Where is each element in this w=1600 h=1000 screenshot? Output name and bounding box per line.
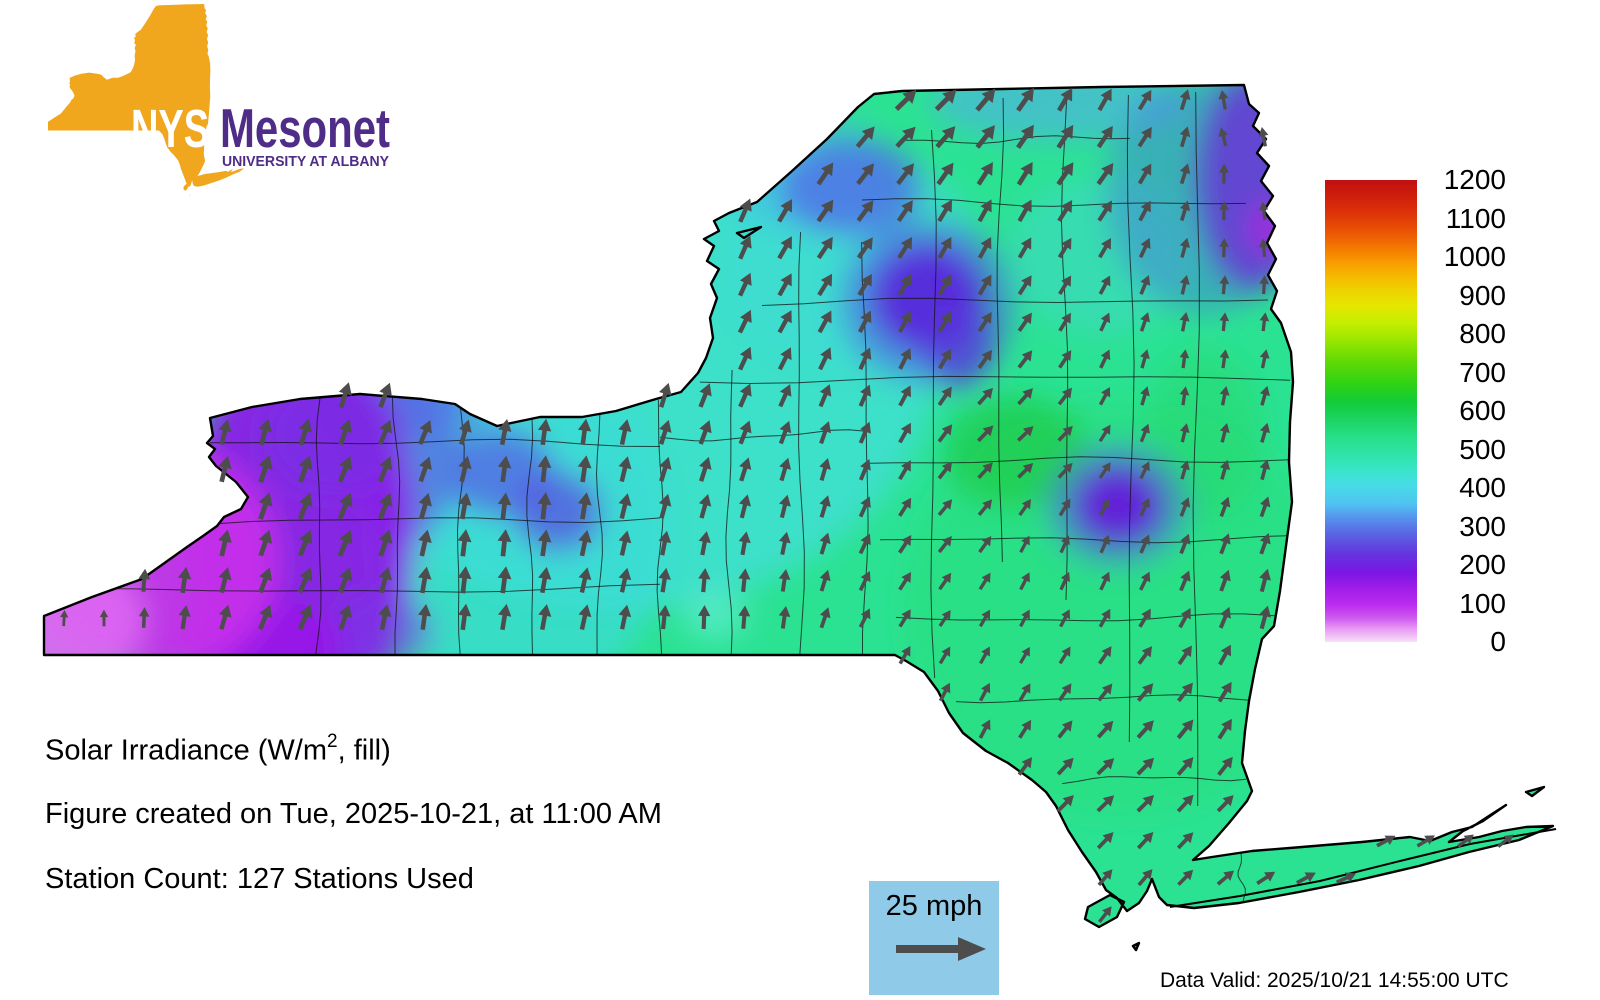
logo-state-shape bbox=[48, 4, 245, 196]
created-caption: Figure created on Tue, 2025-10-21, at 11… bbox=[45, 798, 662, 830]
wind-scale-arrow-icon bbox=[896, 937, 986, 961]
nysm-logo: NYS Mesonet UNIVERSITY AT ALBANY bbox=[48, 4, 390, 196]
colorbar-tick-label: 200 bbox=[1459, 549, 1506, 580]
colorbar-tick-label: 700 bbox=[1459, 356, 1506, 388]
logo-university-text: UNIVERSITY AT ALBANY bbox=[222, 153, 389, 170]
colorbar-tick-label: 0 bbox=[1490, 626, 1506, 657]
colorbar-tick-label: 1000 bbox=[1443, 241, 1506, 272]
colorbar-tick-label: 500 bbox=[1459, 433, 1506, 465]
colorbar-tick-label: 600 bbox=[1459, 395, 1506, 426]
data-valid-caption: Data Valid: 2025/10/21 14:55:00 UTC bbox=[1160, 969, 1509, 992]
colorbar-tick-label: 100 bbox=[1459, 587, 1506, 619]
colorbar-tick-label: 800 bbox=[1459, 318, 1506, 349]
wind-arrows-layer bbox=[60, 87, 1514, 923]
colorbar-tick-label: 400 bbox=[1459, 472, 1506, 503]
logo-mesonet-text: Mesonet bbox=[220, 97, 390, 159]
logo-nys-text: NYS bbox=[131, 99, 209, 159]
colorbar-tick-label: 1200 bbox=[1443, 164, 1506, 195]
wind-scale-legend: 25 mph bbox=[869, 881, 999, 995]
state-border bbox=[42, 83, 1557, 952]
station-count-caption: Station Count: 127 Stations Used bbox=[45, 863, 474, 895]
variable-caption: Solar Irradiance (W/m2, fill) bbox=[45, 731, 391, 767]
colorbar-tick-label: 300 bbox=[1459, 510, 1506, 542]
county-borders-layer bbox=[59, 91, 1293, 903]
colorbar-tick-label: 900 bbox=[1459, 279, 1506, 311]
wind-scale-label: 25 mph bbox=[885, 890, 983, 922]
colorbar-tick-label: 1100 bbox=[1445, 202, 1506, 234]
colorbar-gradient bbox=[1325, 180, 1417, 642]
